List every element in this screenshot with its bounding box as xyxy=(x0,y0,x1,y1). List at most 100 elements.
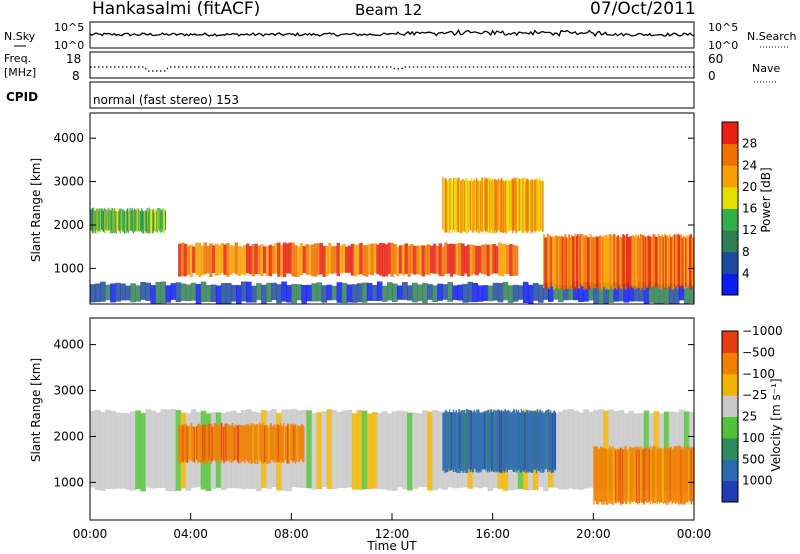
heatmap-cell xyxy=(93,208,95,234)
heatmap-cell xyxy=(266,425,268,464)
heatmap-cell xyxy=(192,426,195,461)
beam-title: Beam 12 xyxy=(355,1,422,19)
heatmap-cell xyxy=(657,233,660,287)
x-axis-label: Time UT xyxy=(366,539,417,553)
heatmap-cell xyxy=(646,236,649,288)
heatmap-cell xyxy=(512,179,515,232)
heatmap-cell xyxy=(105,409,111,490)
heatmap-cell xyxy=(522,177,524,233)
heatmap-cell xyxy=(459,412,461,473)
heatmap-cell xyxy=(578,236,581,289)
heatmap-cell xyxy=(512,245,516,276)
heatmap-cell xyxy=(683,236,686,289)
heatmap-cell xyxy=(570,234,573,289)
heatmap-cell xyxy=(422,282,428,304)
heatmap-cell xyxy=(573,236,576,290)
heatmap-cell xyxy=(690,448,692,505)
heatmap-cell xyxy=(482,178,484,233)
heatmap-cell xyxy=(139,211,141,232)
heatmap-cell xyxy=(533,411,536,471)
heatmap-cell xyxy=(624,446,626,503)
heatmap-cell xyxy=(206,245,210,274)
heatmap-cell xyxy=(548,409,550,470)
heatmap-cell xyxy=(534,411,537,470)
heatmap-cell xyxy=(524,178,526,232)
x-tick-label: 00:00 xyxy=(73,527,108,541)
heatmap-cell xyxy=(553,237,555,290)
heatmap-cell xyxy=(263,246,267,274)
heatmap-cell xyxy=(449,412,452,471)
heatmap-cell xyxy=(481,177,484,233)
heatmap-cell xyxy=(640,445,642,503)
heatmap-cell xyxy=(583,409,589,489)
heatmap-cell xyxy=(216,426,219,461)
heatmap-cell xyxy=(205,284,212,302)
heatmap-cell xyxy=(687,236,690,287)
colorbar-swatch xyxy=(722,416,738,439)
heatmap-cell xyxy=(115,282,121,302)
power-panel-frame xyxy=(89,112,695,305)
heatmap-cell xyxy=(154,211,156,230)
colorbar-swatch xyxy=(722,437,738,460)
heatmap-cell xyxy=(180,426,182,463)
heatmap-cell xyxy=(476,409,478,471)
heatmap-cell xyxy=(505,180,507,234)
heatmap-cell xyxy=(223,244,227,275)
heatmap-cell xyxy=(475,245,479,276)
heatmap-cell xyxy=(191,426,194,462)
heatmap-cell xyxy=(165,409,172,491)
heatmap-cell xyxy=(290,423,292,461)
heatmap-cell xyxy=(634,234,637,287)
heatmap-cell xyxy=(285,426,287,460)
heatmap-cell xyxy=(568,409,574,489)
heatmap-cell xyxy=(356,244,360,276)
heatmap-cell xyxy=(677,234,680,287)
heatmap-cell xyxy=(449,177,451,233)
heatmap-cell xyxy=(675,446,677,504)
heatmap-cell xyxy=(539,409,541,473)
heatmap-cell xyxy=(224,423,226,460)
heatmap-cell xyxy=(308,244,312,276)
heatmap-cell xyxy=(468,180,470,230)
heatmap-cell xyxy=(95,210,97,234)
heatmap-cell xyxy=(600,236,603,290)
heatmap-cell xyxy=(666,447,668,503)
heatmap-cell xyxy=(461,243,465,276)
heatmap-cell xyxy=(393,244,397,275)
heatmap-cell xyxy=(477,409,479,473)
heatmap-cell xyxy=(153,211,155,231)
heatmap-cell xyxy=(691,447,693,501)
heatmap-cell xyxy=(609,234,612,288)
heatmap-cell xyxy=(629,446,631,503)
heatmap-cell xyxy=(551,413,554,472)
x-tick-label: 08:00 xyxy=(274,527,309,541)
heatmap-cell xyxy=(574,233,577,288)
heatmap-cell xyxy=(322,246,326,277)
heatmap-cell xyxy=(461,410,463,471)
heatmap-cell xyxy=(326,409,333,489)
heatmap-cell xyxy=(489,179,491,234)
heatmap-cell xyxy=(682,450,684,504)
heatmap-cell xyxy=(236,285,242,304)
heatmap-cell xyxy=(647,447,650,503)
heatmap-cell xyxy=(478,245,482,273)
heatmap-cell xyxy=(632,447,635,502)
heatmap-cell xyxy=(568,234,571,288)
heatmap-cell xyxy=(100,411,106,491)
heatmap-cell xyxy=(183,424,185,460)
heatmap-cell xyxy=(465,409,468,473)
heatmap-cell xyxy=(612,234,615,290)
heatmap-cell xyxy=(560,235,563,288)
heatmap-cell xyxy=(692,446,694,503)
heatmap-cell xyxy=(516,411,519,471)
heatmap-cell xyxy=(381,411,388,490)
heatmap-cell xyxy=(424,245,428,275)
heatmap-cell xyxy=(585,235,588,290)
heatmap-cell xyxy=(508,179,510,230)
heatmap-cell xyxy=(159,209,161,233)
heatmap-cell xyxy=(616,448,619,502)
heatmap-cell xyxy=(447,244,451,274)
heatmap-cell xyxy=(269,424,271,464)
heatmap-cell xyxy=(211,426,214,462)
colorbar-frame xyxy=(721,330,739,503)
